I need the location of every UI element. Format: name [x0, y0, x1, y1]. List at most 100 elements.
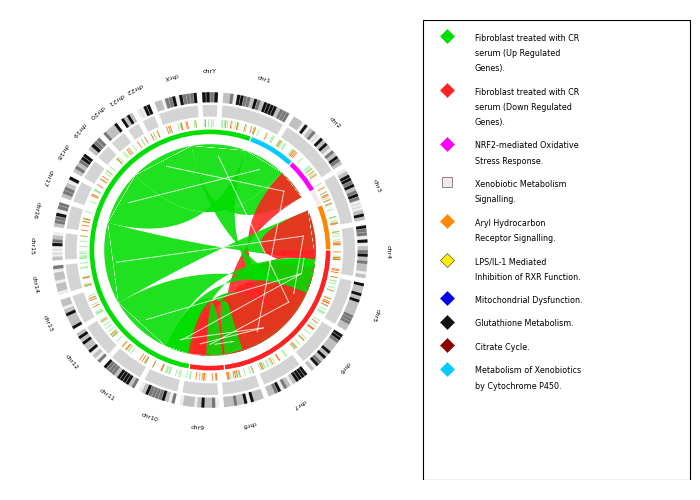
Wedge shape [312, 354, 322, 365]
Wedge shape [351, 288, 364, 294]
Wedge shape [212, 396, 215, 409]
Wedge shape [155, 387, 162, 400]
Wedge shape [82, 153, 94, 163]
Wedge shape [351, 206, 364, 212]
Wedge shape [270, 104, 277, 118]
Wedge shape [183, 394, 188, 407]
Text: Fibroblast treated with CR: Fibroblast treated with CR [475, 88, 579, 96]
Wedge shape [348, 196, 360, 203]
Text: Glutathione Metabolism.: Glutathione Metabolism. [475, 320, 573, 328]
Wedge shape [158, 99, 164, 112]
Wedge shape [314, 260, 331, 300]
Wedge shape [172, 392, 177, 405]
Wedge shape [347, 300, 360, 306]
Wedge shape [158, 388, 164, 401]
Wedge shape [248, 390, 254, 404]
Wedge shape [251, 98, 258, 110]
Wedge shape [60, 296, 72, 304]
Wedge shape [75, 328, 88, 337]
Text: chr17: chr17 [41, 169, 52, 188]
Wedge shape [57, 289, 70, 296]
Wedge shape [80, 156, 92, 166]
Wedge shape [295, 321, 333, 362]
Wedge shape [129, 112, 138, 124]
Wedge shape [141, 382, 150, 395]
Wedge shape [351, 284, 365, 290]
Polygon shape [104, 210, 316, 303]
Wedge shape [53, 220, 66, 225]
Wedge shape [111, 348, 147, 378]
Text: by Cytochrome P450.: by Cytochrome P450. [475, 382, 561, 390]
Wedge shape [79, 333, 91, 342]
Wedge shape [113, 366, 123, 378]
Wedge shape [340, 314, 354, 322]
Wedge shape [145, 384, 153, 396]
Wedge shape [72, 168, 85, 177]
Wedge shape [276, 108, 284, 120]
Wedge shape [90, 142, 102, 154]
Wedge shape [97, 352, 108, 364]
Wedge shape [164, 390, 171, 404]
Wedge shape [346, 190, 358, 197]
Wedge shape [309, 356, 320, 367]
Text: chr11: chr11 [97, 388, 115, 402]
Wedge shape [52, 268, 65, 273]
Wedge shape [194, 396, 198, 408]
Wedge shape [288, 116, 298, 128]
Wedge shape [138, 380, 177, 405]
Wedge shape [161, 390, 167, 402]
Wedge shape [53, 275, 66, 280]
Wedge shape [146, 103, 154, 116]
Wedge shape [148, 385, 155, 398]
Wedge shape [65, 206, 84, 231]
Wedge shape [105, 128, 116, 140]
Wedge shape [279, 378, 288, 390]
Text: chr1: chr1 [256, 76, 271, 84]
Wedge shape [122, 372, 132, 384]
Wedge shape [172, 95, 178, 108]
Wedge shape [193, 92, 197, 104]
Wedge shape [222, 374, 260, 396]
Wedge shape [259, 354, 300, 386]
Wedge shape [88, 146, 99, 156]
Wedge shape [201, 396, 204, 409]
Wedge shape [64, 263, 83, 292]
Wedge shape [119, 370, 129, 382]
Wedge shape [295, 367, 305, 379]
Wedge shape [355, 270, 368, 275]
Wedge shape [71, 292, 96, 324]
Wedge shape [342, 180, 354, 188]
Text: serum (Up Regulated: serum (Up Regulated [475, 49, 560, 58]
Wedge shape [51, 232, 64, 261]
Wedge shape [242, 94, 248, 108]
Wedge shape [343, 184, 356, 191]
Wedge shape [265, 384, 272, 398]
Wedge shape [285, 374, 294, 386]
Wedge shape [86, 320, 118, 355]
Wedge shape [351, 210, 365, 216]
Text: chrX: chrX [163, 72, 179, 80]
Wedge shape [349, 200, 362, 206]
Text: chr10: chr10 [140, 412, 159, 423]
Wedge shape [136, 108, 145, 120]
Polygon shape [188, 293, 288, 356]
Wedge shape [126, 114, 135, 126]
Wedge shape [63, 306, 76, 314]
Wedge shape [298, 124, 309, 135]
Text: Fibroblast treated with CR: Fibroblast treated with CR [475, 34, 579, 43]
Wedge shape [224, 250, 332, 371]
Polygon shape [254, 210, 316, 325]
Text: chr5: chr5 [371, 308, 381, 322]
Wedge shape [128, 376, 136, 388]
Text: chr3: chr3 [372, 178, 381, 194]
Wedge shape [318, 346, 330, 358]
Text: chr20: chr20 [88, 104, 106, 120]
Wedge shape [353, 216, 366, 222]
Wedge shape [321, 147, 333, 157]
Wedge shape [226, 92, 230, 105]
Text: Inhibition of RXR Function.: Inhibition of RXR Function. [475, 272, 580, 281]
Text: chr18: chr18 [55, 142, 69, 160]
Text: chr9: chr9 [190, 425, 205, 430]
Wedge shape [332, 329, 344, 338]
Polygon shape [192, 144, 307, 322]
